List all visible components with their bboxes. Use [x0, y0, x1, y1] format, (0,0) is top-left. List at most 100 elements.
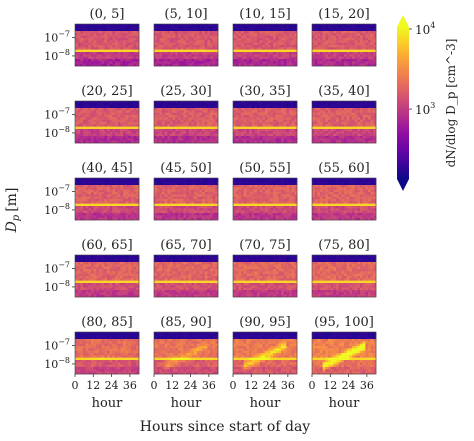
heatmap-cell [267, 131, 271, 134]
heatmap-cell [77, 131, 81, 134]
heatmap-cell [191, 203, 195, 207]
heatmap-cell [101, 122, 105, 125]
heatmap-cell [172, 49, 176, 53]
heatmap-cell [99, 47, 102, 50]
heatmap-cell [204, 47, 208, 50]
heatmap-cell [370, 131, 374, 134]
heatmap-cell [159, 206, 163, 209]
heatmap-cell [267, 33, 271, 36]
heatmap-cell [123, 192, 126, 195]
heatmap-cell [96, 52, 100, 55]
heatmap-cell [75, 199, 78, 202]
heatmap-cell [333, 42, 337, 46]
heatmap-cell [167, 138, 171, 141]
heatmap-cell [191, 42, 195, 46]
heatmap-cell [352, 108, 355, 111]
heatmap-cell [159, 47, 163, 50]
heatmap-cell [136, 133, 140, 137]
heatmap-cell [346, 131, 350, 134]
heatmap-cell [286, 42, 290, 46]
heatmap-cell [254, 213, 258, 216]
heatmap-cell [207, 47, 211, 50]
heatmap-cell [265, 105, 268, 109]
heatmap-cell [75, 63, 78, 67]
heatmap-cell [196, 119, 200, 123]
heatmap-cell [85, 42, 89, 46]
heatmap-cell [328, 124, 331, 127]
heatmap-cell [286, 140, 290, 144]
heatmap-cell [175, 217, 179, 221]
heatmap-cell [346, 126, 350, 130]
heatmap-cell [273, 40, 276, 43]
heatmap-cell [368, 54, 371, 57]
heatmap-cell [131, 210, 134, 214]
heatmap-cell [368, 103, 371, 106]
heatmap-cell [93, 47, 97, 50]
heatmap-cell [117, 203, 121, 207]
heatmap-cell [212, 187, 216, 190]
heatmap-cell [289, 129, 292, 132]
heatmap-cells [154, 178, 219, 221]
heatmap-cell [85, 35, 89, 39]
heatmap-cell [91, 108, 94, 111]
heatmap-cell [357, 31, 361, 34]
heatmap-cell [246, 112, 250, 116]
heatmap-cell [204, 115, 208, 118]
heatmap-cell [338, 28, 342, 32]
heatmap-cell [346, 108, 350, 111]
heatmap-cell [96, 182, 100, 186]
heatmap-cell [360, 136, 363, 139]
heatmap-cell [180, 38, 184, 41]
heatmap-cell [238, 63, 242, 67]
heatmap-cell [125, 122, 129, 125]
heatmap-cell [259, 49, 263, 53]
heatmap-cell [156, 126, 160, 130]
heatmap-cell [162, 38, 165, 41]
heatmap-cell [362, 24, 366, 27]
heatmap-cell [325, 59, 329, 62]
heatmap-cell [162, 31, 165, 34]
heatmap-cell [172, 56, 176, 60]
heatmap-cell [257, 101, 260, 104]
heatmap-cell [136, 208, 140, 211]
heatmap-cell [172, 140, 176, 144]
heatmap-cell [215, 110, 219, 113]
heatmap-cell [212, 131, 216, 134]
heatmap-cell [278, 101, 282, 104]
heatmap-cell [344, 103, 347, 106]
heatmap-cell [131, 215, 134, 218]
heatmap-cell [123, 182, 126, 186]
heatmap-cell [257, 124, 260, 127]
heatmap-cell [278, 203, 282, 207]
heatmap-cell [136, 115, 140, 118]
heatmap-cell [104, 49, 108, 53]
heatmap-cell [238, 131, 242, 134]
heatmap-cell [75, 208, 78, 211]
heatmap-cell [172, 185, 176, 188]
heatmap-cell [370, 189, 374, 193]
heatmap-cell [291, 126, 295, 130]
heatmap-cell [257, 178, 260, 181]
heatmap-cell [354, 131, 358, 134]
heatmap-cell [346, 103, 350, 106]
heatmap-cell [183, 126, 187, 130]
heatmap-cell [215, 117, 219, 120]
heatmap-cell [265, 45, 268, 48]
heatmap-cell [123, 26, 126, 29]
heatmap-cell [186, 110, 189, 113]
heatmap-cell [346, 31, 350, 34]
heatmap-cell [136, 117, 140, 120]
heatmap-cell [212, 110, 216, 113]
heatmap-cell [170, 110, 173, 113]
heatmap-cell [325, 40, 329, 43]
heatmap-cell [354, 126, 358, 130]
heatmap-cell [212, 138, 216, 141]
heatmap-cell [131, 33, 134, 36]
y-tick-label: 10−7 [44, 29, 70, 44]
heatmap-cell [333, 112, 337, 116]
heatmap-cell [249, 126, 252, 130]
heatmap-cell [352, 105, 355, 109]
heatmap-cell [164, 61, 168, 64]
heatmap-cell [170, 33, 173, 36]
heatmap-cell [368, 35, 371, 39]
